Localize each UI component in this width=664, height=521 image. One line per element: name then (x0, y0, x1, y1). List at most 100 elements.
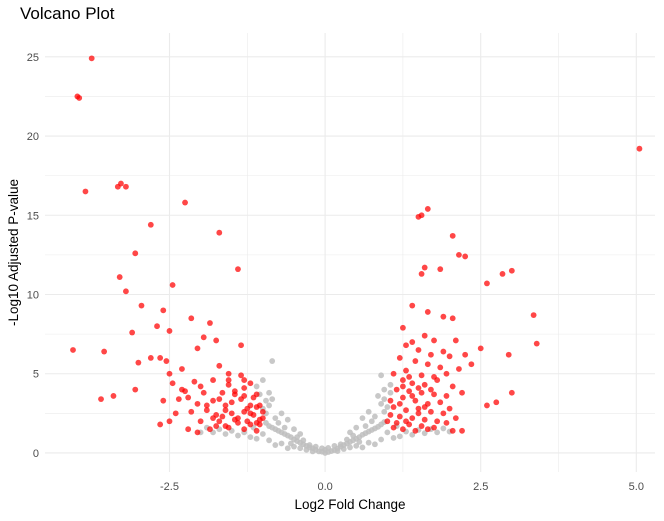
non-significant-point (319, 445, 325, 452)
significant-point (219, 413, 226, 420)
significant-point (222, 402, 229, 409)
significant-point (443, 393, 450, 399)
non-significant-point (263, 419, 269, 426)
significant-point (443, 370, 450, 377)
non-significant-point (269, 396, 276, 402)
significant-point (403, 407, 409, 414)
significant-point (409, 415, 416, 422)
significant-point (415, 213, 422, 220)
significant-point (409, 339, 416, 345)
significant-point (421, 332, 428, 339)
significant-point (396, 400, 403, 407)
significant-point (412, 397, 419, 404)
non-significant-point (440, 425, 447, 432)
non-significant-point (287, 440, 294, 447)
significant-point (147, 354, 154, 361)
significant-point (197, 383, 204, 390)
significant-point (197, 418, 204, 425)
significant-point (210, 397, 216, 404)
significant-point (253, 427, 260, 434)
non-significant-point (253, 383, 260, 390)
significant-point (387, 412, 394, 418)
non-significant-point (384, 404, 391, 410)
significant-point (412, 427, 419, 434)
significant-point (216, 229, 223, 236)
significant-point (225, 370, 232, 377)
y-tick-labels: 0 5 10 15 20 25 (27, 52, 39, 460)
significant-point (428, 351, 434, 358)
significant-point (225, 377, 232, 383)
non-significant-point (390, 435, 397, 441)
y-axis-title: -Log10 Adjusted P-value (6, 179, 21, 326)
significant-point (493, 399, 500, 406)
significant-point (256, 421, 263, 428)
non-significant-point (325, 445, 332, 451)
significant-point (409, 302, 416, 309)
significant-point (228, 410, 235, 417)
non-significant-point (297, 431, 304, 437)
significant-point (505, 351, 512, 358)
significant-point (418, 389, 425, 396)
significant-point (116, 274, 123, 280)
non-significant-point (309, 448, 316, 455)
significant-point (403, 367, 409, 374)
significant-point (203, 407, 210, 414)
significant-point (390, 424, 397, 431)
non-significant-point (381, 396, 388, 402)
significant-point (446, 353, 453, 360)
significant-point (98, 396, 104, 402)
significant-point (508, 389, 515, 396)
significant-point (169, 380, 176, 387)
significant-point (238, 372, 244, 379)
non-significant-point (396, 433, 403, 440)
significant-point (409, 380, 416, 387)
x-tick-label: 2.5 (473, 481, 488, 493)
non-significant-point (334, 448, 341, 454)
significant-point (418, 372, 425, 379)
non-significant-point (297, 445, 304, 452)
significant-point (188, 315, 195, 322)
non-significant-point (269, 358, 276, 364)
significant-point (219, 389, 226, 396)
significant-point (241, 426, 248, 433)
minor-gridlines (45, 33, 655, 472)
significant-point (415, 385, 422, 391)
significant-point (636, 145, 643, 152)
significant-point (259, 408, 266, 415)
significant-point (157, 354, 164, 361)
significant-point (222, 407, 229, 414)
non-significant-point (275, 419, 282, 426)
significant-point (403, 342, 409, 349)
non-significant-point (362, 423, 369, 429)
significant-point (250, 394, 257, 401)
y-tick-label: 15 (27, 210, 39, 222)
significant-point (247, 410, 254, 417)
significant-point (400, 394, 406, 401)
non-significant-point (253, 435, 260, 442)
significant-point (185, 394, 192, 401)
significant-point (431, 391, 437, 398)
significant-point (400, 383, 406, 390)
non-significant-point (272, 415, 279, 422)
major-gridlines (45, 33, 655, 472)
significant-point (123, 183, 129, 190)
significant-point (210, 377, 216, 383)
significant-point (157, 421, 164, 428)
non-significant-point (387, 381, 394, 388)
significant-point (179, 366, 185, 372)
significant-point (210, 415, 216, 422)
significant-point (421, 404, 428, 410)
non-significant-point (340, 446, 347, 452)
significant-point (431, 424, 437, 431)
significant-point (172, 410, 179, 417)
significant-point (508, 267, 515, 274)
non-significant-point (291, 426, 297, 433)
significant-point (533, 340, 540, 347)
significant-point (530, 312, 537, 319)
significant-point (216, 362, 223, 369)
non-significant-point (347, 429, 353, 436)
y-tick-label: 25 (27, 52, 39, 64)
significant-point (424, 309, 431, 315)
significant-point (452, 415, 459, 422)
significant-point (390, 404, 397, 410)
